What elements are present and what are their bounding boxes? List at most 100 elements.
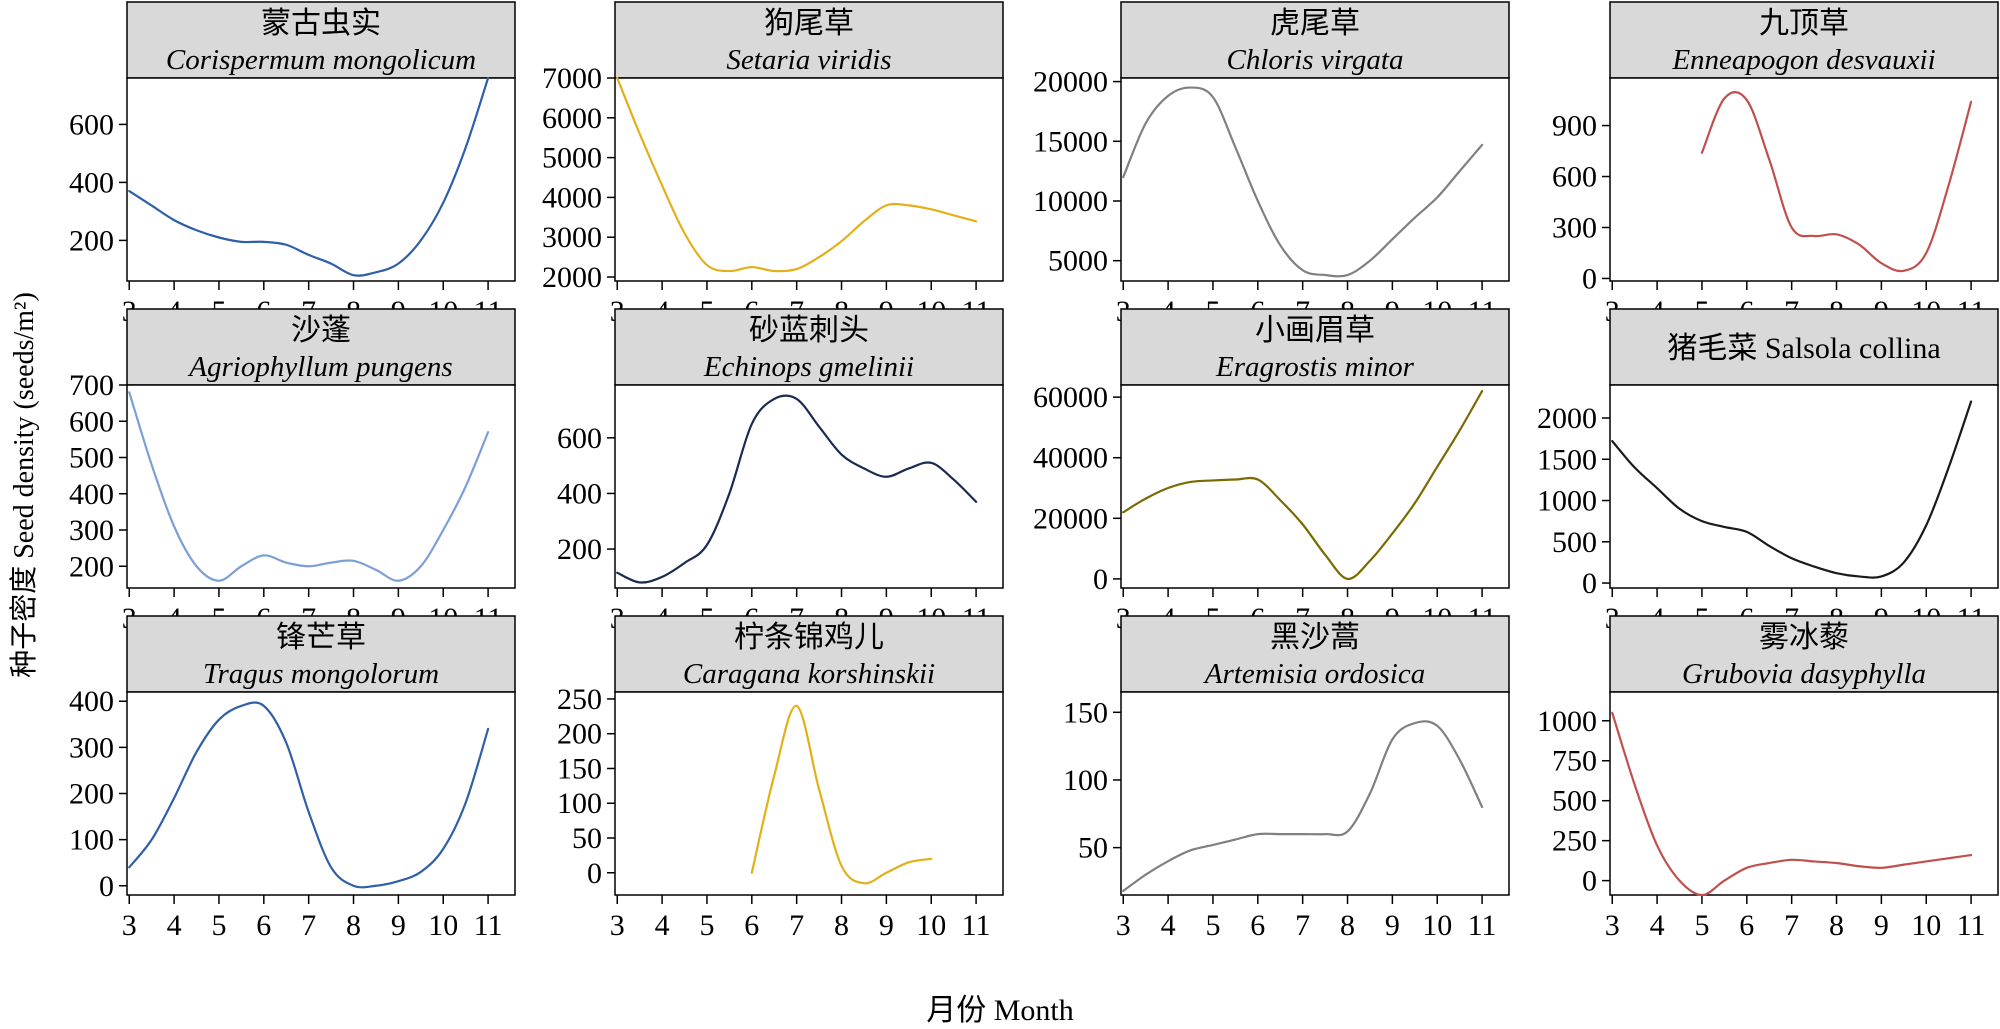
series-line: [1122, 389, 1484, 581]
y-tick-label: 600: [1552, 161, 1597, 194]
panel-title: 狗尾草: [764, 7, 854, 40]
panel-species-name: Artemisia ordosica: [1203, 658, 1425, 690]
y-tick-label: 20000: [1033, 66, 1108, 99]
y-tick-label: 6000: [542, 102, 602, 135]
series-line: [750, 704, 933, 885]
panel-title: 锋芒草: [276, 621, 366, 654]
panel-header: [614, 308, 1004, 386]
panel-species-name: Eragrostis minor: [1215, 351, 1415, 383]
y-tick-label: 400: [557, 477, 602, 510]
x-tick-label: 10: [1422, 909, 1452, 942]
panel-title: 九顶草: [1759, 7, 1849, 40]
panel-8: 猪毛菜 Salsola collina345678910110500100015…: [1537, 308, 1999, 635]
panel-title: 砂蓝刺头: [749, 314, 869, 347]
x-tick-label: 6: [1739, 909, 1754, 942]
y-tick-label: 400: [69, 166, 114, 199]
y-tick-label: 250: [557, 683, 602, 716]
panel-title: 沙蓬: [291, 314, 351, 347]
panel-11: 黑沙蒿 Artemisia ordosica 3 4 5 6 7 8 9 10 11 50 100 150: [1063, 615, 1510, 942]
y-tick-label: 100: [557, 787, 602, 820]
y-tick-label: 7000: [542, 62, 602, 95]
panel-species-name: Tragus mongolorum: [203, 658, 439, 690]
plot-area: [614, 384, 1004, 589]
panel-header: [1609, 1, 1999, 79]
plot-area: [126, 77, 516, 282]
y-tick-label: 4000: [542, 181, 602, 214]
y-tick-label: 500: [69, 442, 114, 475]
x-tick-label: 7: [1784, 909, 1799, 942]
x-axis-label: 月份 Month: [926, 994, 1074, 1027]
series-line: [616, 394, 978, 584]
panel-title: 虎尾草: [1270, 7, 1360, 40]
y-tick-label: 100: [1063, 764, 1108, 797]
y-tick-label: 1500: [1537, 443, 1597, 476]
x-tick-label: 9: [879, 909, 894, 942]
plot-area: [1120, 77, 1510, 282]
y-tick-label: 50: [1078, 832, 1108, 865]
y-tick-label: 300: [69, 514, 114, 547]
panel-header: [126, 308, 516, 386]
y-tick-label: 0: [1093, 563, 1108, 596]
x-tick-label: 3: [1605, 909, 1620, 942]
x-tick-label: 8: [834, 909, 849, 942]
panel-header: [126, 615, 516, 693]
panel-9: 锋芒草 Tragus mongolorum 3 4 5 6 7 8 9 10 11 0 100 200 30…: [69, 615, 516, 942]
panel-species-name: Enneapogon desvauxii: [1671, 44, 1935, 76]
panel-header: [614, 1, 1004, 79]
y-tick-label: 600: [69, 405, 114, 438]
y-tick-label: 400: [69, 685, 114, 718]
panel-header: [1120, 1, 1510, 79]
y-tick-label: 200: [69, 550, 114, 583]
x-tick-label: 5: [211, 909, 226, 942]
y-tick-label: 750: [1552, 745, 1597, 778]
series-line: [1611, 711, 1973, 897]
panel-title: 雾冰藜: [1759, 621, 1849, 654]
y-tick-label: 0: [1582, 567, 1597, 600]
series-line: [128, 391, 490, 582]
series-line: [128, 701, 490, 889]
panel-species-name: Echinops gmelinii: [703, 351, 914, 383]
y-tick-label: 150: [1063, 696, 1108, 729]
plot-area: [1120, 691, 1510, 896]
plot-area: [126, 384, 516, 589]
y-tick-label: 3000: [542, 221, 602, 254]
y-tick-label: 15000: [1033, 125, 1108, 158]
y-tick-label: 200: [69, 778, 114, 811]
panel-species-name: Corispermum mongolicum: [166, 44, 476, 76]
panel-title: 黑沙蒿: [1270, 621, 1360, 654]
x-tick-label: 6: [744, 909, 759, 942]
y-tick-label: 20000: [1033, 502, 1108, 535]
panel-title: 猪毛菜 Salsola collina: [1667, 332, 1940, 365]
y-tick-label: 200: [69, 224, 114, 257]
panel-12: 雾冰藜 Grubovia dasyphylla 3 4 5 6 7 8 9 10 11 0 250 500…: [1537, 615, 1999, 942]
plot-area: [614, 77, 1004, 282]
panel-header: [614, 615, 1004, 693]
panel-species-name: Agriophyllum pungens: [187, 351, 452, 383]
x-tick-label: 3: [1116, 909, 1131, 942]
x-tick-label: 8: [1829, 909, 1844, 942]
x-tick-label: 11: [474, 909, 503, 942]
x-tick-label: 8: [1340, 909, 1355, 942]
y-tick-label: 250: [1552, 825, 1597, 858]
plot-area: [614, 691, 1004, 896]
series-line: [1700, 91, 1973, 273]
plot-area: [1609, 77, 1999, 282]
y-tick-label: 300: [69, 731, 114, 764]
x-tick-label: 10: [916, 909, 946, 942]
series-line: [1122, 86, 1484, 278]
y-tick-label: 500: [1552, 785, 1597, 818]
y-tick-label: 200: [557, 533, 602, 566]
y-tick-label: 5000: [1048, 245, 1108, 278]
x-tick-label: 4: [655, 909, 670, 942]
y-tick-label: 1000: [1537, 485, 1597, 518]
panel-title: 蒙古虫实: [261, 7, 381, 40]
y-tick-label: 10000: [1033, 185, 1108, 218]
x-tick-label: 10: [1911, 909, 1941, 942]
x-tick-label: 5: [699, 909, 714, 942]
x-tick-label: 4: [1161, 909, 1176, 942]
series-line: [128, 76, 490, 277]
series-line: [1611, 400, 1973, 579]
